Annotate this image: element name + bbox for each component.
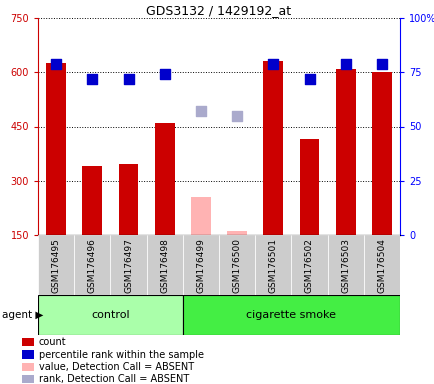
Point bbox=[53, 61, 59, 67]
Bar bbox=[327, 235, 363, 295]
Text: GSM176495: GSM176495 bbox=[52, 238, 60, 293]
Text: GSM176498: GSM176498 bbox=[160, 238, 169, 293]
Text: GSM176502: GSM176502 bbox=[304, 238, 313, 293]
Text: GSM176496: GSM176496 bbox=[88, 238, 97, 293]
Bar bbox=[82, 166, 102, 235]
Text: GSM176499: GSM176499 bbox=[196, 238, 205, 293]
Point bbox=[125, 76, 132, 82]
Bar bbox=[227, 232, 247, 235]
Bar bbox=[335, 69, 355, 235]
Bar bbox=[146, 235, 182, 295]
Point bbox=[197, 108, 204, 114]
Bar bbox=[263, 61, 283, 235]
Text: GSM176497: GSM176497 bbox=[124, 238, 133, 293]
Text: cigarette smoke: cigarette smoke bbox=[246, 310, 335, 320]
Bar bbox=[299, 139, 319, 235]
Text: control: control bbox=[91, 310, 129, 320]
Bar bbox=[22, 363, 34, 371]
Text: count: count bbox=[39, 337, 66, 347]
Point bbox=[378, 61, 385, 67]
Bar bbox=[155, 123, 174, 235]
Point bbox=[305, 76, 312, 82]
Text: agent ▶: agent ▶ bbox=[2, 310, 43, 320]
Bar bbox=[255, 235, 291, 295]
Bar bbox=[191, 197, 210, 235]
Bar bbox=[182, 295, 399, 335]
Bar bbox=[74, 235, 110, 295]
Bar bbox=[110, 235, 146, 295]
Text: rank, Detection Call = ABSENT: rank, Detection Call = ABSENT bbox=[39, 374, 188, 384]
Title: GDS3132 / 1429192_at: GDS3132 / 1429192_at bbox=[146, 4, 291, 17]
Bar bbox=[182, 235, 218, 295]
Text: value, Detection Call = ABSENT: value, Detection Call = ABSENT bbox=[39, 362, 193, 372]
Point bbox=[269, 61, 276, 67]
Bar bbox=[46, 63, 66, 235]
Bar bbox=[22, 338, 34, 346]
Bar bbox=[371, 72, 391, 235]
Point bbox=[89, 76, 95, 82]
Bar bbox=[218, 235, 255, 295]
Bar bbox=[363, 235, 399, 295]
Text: GSM176501: GSM176501 bbox=[268, 238, 277, 293]
Text: percentile rank within the sample: percentile rank within the sample bbox=[39, 349, 203, 359]
Bar bbox=[22, 351, 34, 359]
Point bbox=[233, 113, 240, 119]
Point bbox=[342, 61, 349, 67]
Text: GSM176500: GSM176500 bbox=[232, 238, 241, 293]
Bar bbox=[118, 164, 138, 235]
Bar bbox=[38, 295, 182, 335]
Point bbox=[161, 71, 168, 78]
Text: GSM176503: GSM176503 bbox=[340, 238, 349, 293]
Bar bbox=[38, 235, 74, 295]
Bar bbox=[22, 375, 34, 383]
Text: GSM176504: GSM176504 bbox=[377, 238, 385, 293]
Bar bbox=[291, 235, 327, 295]
